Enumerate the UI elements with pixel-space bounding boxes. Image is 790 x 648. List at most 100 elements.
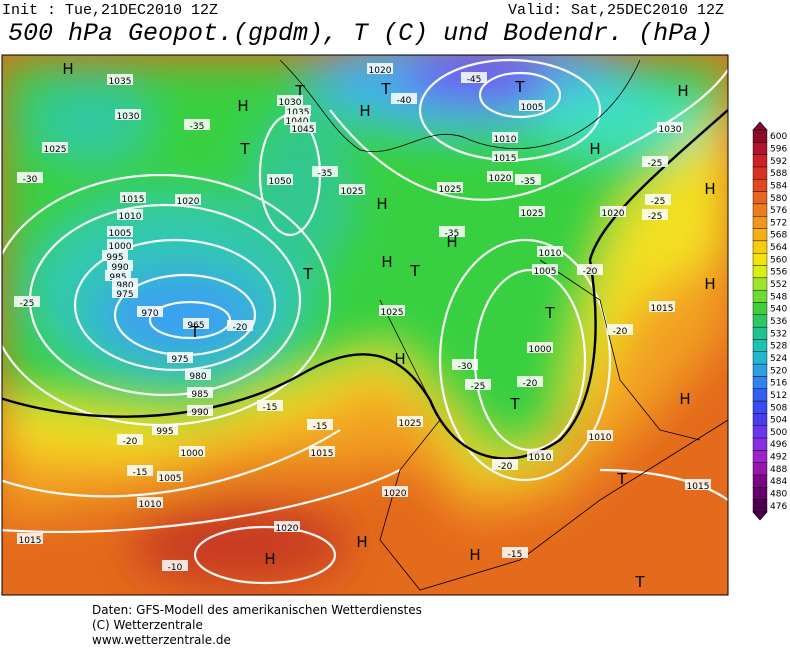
label-box	[657, 122, 683, 133]
label-box	[642, 156, 668, 167]
contour-label: -35	[445, 229, 460, 239]
label-box	[137, 497, 163, 508]
contour-label: 1020	[177, 197, 200, 207]
contour-label: 990	[111, 263, 128, 273]
contour-label: -25	[648, 212, 663, 222]
colorbar-swatch	[752, 437, 768, 451]
pressure-center: H	[381, 253, 392, 271]
contour-label: 985	[191, 390, 208, 400]
contour-label: 1020	[384, 489, 407, 499]
colorbar-swatch	[752, 240, 768, 254]
contour-label: 1010	[494, 135, 517, 145]
init-time: Init : Tue,21DEC2010 12Z	[2, 2, 218, 19]
map-title: 500 hPa Geopot.(gpdm), T (C) und Bodendr…	[8, 19, 713, 48]
contour-label: 1015	[122, 195, 145, 205]
contour-label: 980	[116, 281, 133, 291]
contour-label: 1015	[687, 482, 710, 492]
footer-line: (C) Wetterzentrale	[92, 618, 203, 632]
label-box	[167, 352, 193, 363]
colorbar-cap	[752, 511, 768, 521]
colorbar-swatch	[752, 474, 768, 488]
contour-label: 1015	[19, 536, 42, 546]
label-box	[587, 430, 613, 441]
label-box	[185, 369, 211, 380]
contour-label: -25	[651, 197, 666, 207]
label-box	[577, 264, 603, 275]
pressure-center: H	[237, 97, 248, 115]
contour-label: 1020	[369, 66, 392, 76]
label-box	[277, 95, 303, 106]
label-box	[267, 174, 293, 185]
contour-label: 1010	[539, 249, 562, 259]
contour-label: -30	[458, 362, 473, 372]
contour-label: 1005	[534, 267, 557, 277]
label-box	[382, 486, 408, 497]
contour-label: 1025	[439, 185, 462, 195]
pressure-center: T	[189, 323, 200, 341]
colorbar-label: 524	[770, 354, 787, 364]
label-box	[175, 194, 201, 205]
colorbar: 600 596 592 588 584 580 576 572 568 564 560 556 552 5…	[752, 121, 787, 521]
label-box	[227, 320, 253, 331]
colorbar-label: 592	[770, 157, 787, 167]
contour-label: 995	[106, 253, 123, 263]
label-box	[645, 194, 671, 205]
label-box	[117, 209, 143, 220]
pressure-center: H	[446, 233, 457, 251]
colorbar-swatch	[752, 363, 768, 377]
label-box	[102, 250, 128, 261]
pressure-center: H	[264, 550, 275, 568]
label-box	[120, 192, 146, 203]
label-box	[152, 424, 178, 435]
contour-label: 1035	[109, 77, 132, 87]
pressure-center: H	[704, 275, 715, 293]
colorbar-label: 564	[770, 243, 787, 253]
colorbar-label: 548	[770, 292, 787, 302]
label-box	[290, 122, 316, 133]
colorbar-label: 588	[770, 169, 787, 179]
contour-label: 1000	[529, 345, 552, 355]
contour-label: 1025	[341, 187, 364, 197]
label-box	[465, 379, 491, 390]
label-box	[461, 72, 487, 83]
contour-label: 980	[189, 372, 206, 382]
colorbar-label: 568	[770, 231, 787, 241]
pressure-center: H	[677, 82, 688, 100]
colorbar-label: 484	[770, 477, 787, 487]
contour-label: -40	[397, 96, 412, 106]
label-box	[527, 342, 553, 353]
contour-label: -35	[190, 122, 205, 132]
contour-label: 975	[171, 355, 188, 365]
colorbar-swatch	[752, 314, 768, 328]
colorbar-swatch	[752, 277, 768, 291]
contour-label: -15	[313, 422, 328, 432]
pressure-center: T	[544, 304, 555, 322]
pressure-center: H	[356, 533, 367, 551]
label-box	[532, 264, 558, 275]
contour-label: -15	[508, 550, 523, 560]
label-box	[600, 206, 626, 217]
label-box	[184, 119, 210, 130]
colorbar-label: 560	[770, 255, 787, 265]
label-box	[284, 114, 310, 125]
contour-label: -25	[648, 159, 663, 169]
pressure-center: T	[239, 140, 250, 158]
contour-label: -30	[23, 175, 38, 185]
contour-label: 1030	[659, 125, 682, 135]
label-box	[519, 206, 545, 217]
colorbar-label: 584	[770, 181, 787, 191]
valid-time: Valid: Sat,25DEC2010 12Z	[508, 2, 724, 19]
contour-label: 965	[187, 321, 204, 331]
label-box	[492, 132, 518, 143]
pressure-center: H	[589, 140, 600, 158]
contour-label: 1005	[521, 103, 544, 113]
label-box	[537, 246, 563, 257]
colorbar-swatch	[752, 154, 768, 168]
colorbar-label: 488	[770, 465, 787, 475]
contour-label: 1050	[269, 177, 292, 187]
contour-label: -35	[318, 169, 333, 179]
label-box	[17, 172, 43, 183]
colorbar-label: 540	[770, 305, 787, 315]
label-box	[649, 301, 675, 312]
